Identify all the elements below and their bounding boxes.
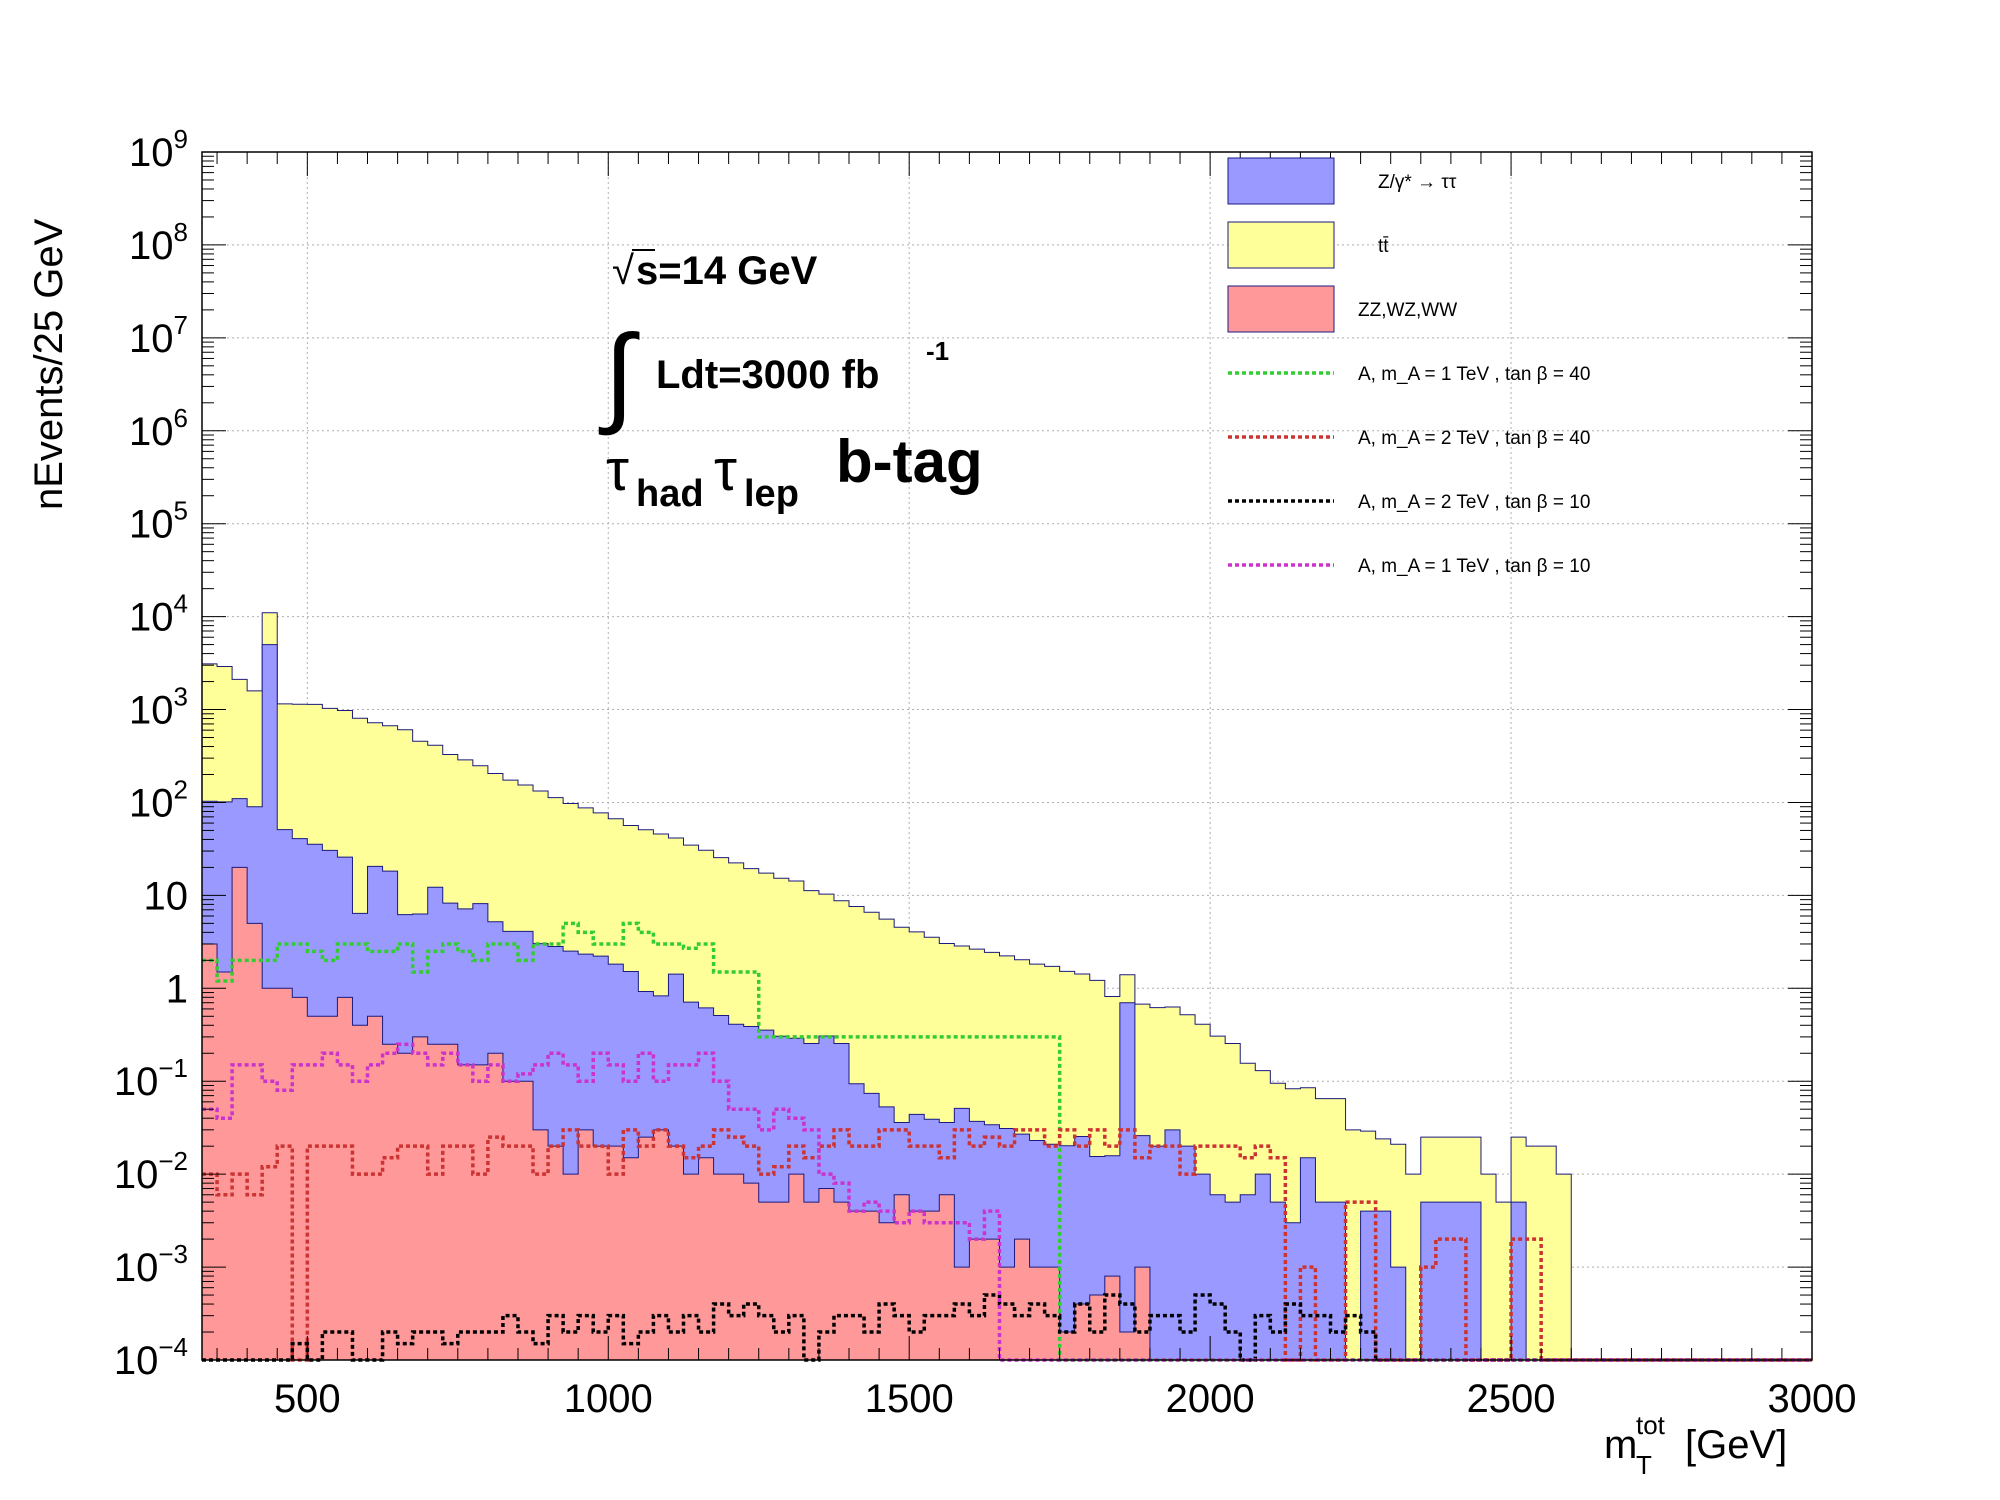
legend-label: Z/γ* → ττ xyxy=(1378,172,1457,193)
y-tick-label: 103 xyxy=(129,682,188,733)
axis-ticks xyxy=(202,152,1813,1361)
x-tick-labels: 500 1000 1500 2000 2500 3000 xyxy=(274,1377,1857,1421)
y-tick-label: 10−2 xyxy=(114,1146,188,1197)
overlay-series-3 xyxy=(202,1042,1812,1362)
legend-entry: A, m_A = 1 TeV , tan β = 10 xyxy=(1228,556,1590,577)
legend-label: A, m_A = 2 TeV , tan β = 10 xyxy=(1358,492,1590,513)
y-tick-label: 10 xyxy=(144,874,189,918)
legend-label: A, m_A = 1 TeV , tan β = 10 xyxy=(1358,556,1590,577)
y-tick-label: 10−1 xyxy=(114,1053,188,1104)
x-axis-title: m T tot [GeV] xyxy=(1604,1410,1787,1480)
legend-swatch xyxy=(1227,157,1335,205)
y-tick-labels: 10910810710610510410310210110−110−210−31… xyxy=(114,124,188,1383)
integral-sign: ∫ xyxy=(598,313,640,436)
svg-text:m: m xyxy=(1604,1423,1637,1467)
y-tick-label: 102 xyxy=(129,774,188,825)
legend-entry: A, m_A = 1 TeV , tan β = 40 xyxy=(1228,364,1590,385)
y-tick-label: 109 xyxy=(129,124,188,175)
tau-lep: τ xyxy=(714,438,737,503)
x-tick-label: 2500 xyxy=(1467,1377,1556,1421)
signal-overlays xyxy=(202,921,1812,1362)
legend-label: A, m_A = 2 TeV , tan β = 40 xyxy=(1358,428,1590,449)
category-label: b-tag xyxy=(836,428,983,495)
y-tick-label: 1 xyxy=(166,967,188,1011)
svg-text:tot: tot xyxy=(1636,1410,1666,1440)
legend-entry: ZZ,WZ,WW xyxy=(1227,285,1457,333)
svg-text:T: T xyxy=(1636,1450,1652,1480)
legend-entry: A, m_A = 2 TeV , tan β = 40 xyxy=(1228,428,1590,449)
tau-had-sub: had xyxy=(636,473,704,515)
legend-label: tt̄ xyxy=(1378,236,1389,257)
lumi-exponent: -1 xyxy=(926,336,949,366)
x-tick-label: 1500 xyxy=(865,1377,954,1421)
y-tick-label: 107 xyxy=(129,310,188,361)
legend-entry: Z/γ* → ττ xyxy=(1227,157,1457,205)
x-tick-label: 2000 xyxy=(1166,1377,1255,1421)
legend-swatch xyxy=(1227,221,1335,269)
x-tick-label: 1000 xyxy=(564,1377,653,1421)
overlay-series-2 xyxy=(202,1293,1812,1362)
overlay-series-0 xyxy=(202,921,1812,1362)
svg-text:[GeV]: [GeV] xyxy=(1685,1423,1787,1467)
y-tick-label: 108 xyxy=(129,217,188,268)
x-tick-label: 500 xyxy=(274,1377,341,1421)
sqrt-sign: √ xyxy=(612,249,634,293)
legend: Z/γ* → ττ tt̄ ZZ,WZ,WW A, m_A = 1 TeV , tan… xyxy=(1227,157,1590,577)
y-tick-label: 10−3 xyxy=(114,1239,188,1290)
y-axis-title: nEvents/25 GeV xyxy=(27,218,71,510)
energy-label: s=14 GeV xyxy=(636,249,818,293)
y-tick-label: 104 xyxy=(129,589,188,640)
overlay-series-1 xyxy=(202,1128,1812,1362)
legend-label: A, m_A = 1 TeV , tan β = 40 xyxy=(1358,364,1590,385)
annotation-block: √ s=14 GeV ∫ Ldt=3000 fb -1 τ had τ lep … xyxy=(598,249,983,515)
legend-swatch xyxy=(1227,285,1335,333)
y-tick-label: 106 xyxy=(129,403,188,454)
y-tick-label: 10−4 xyxy=(114,1332,188,1383)
y-tick-label: 105 xyxy=(129,496,188,547)
plot-frame xyxy=(201,151,1813,1361)
x-tick-label: 3000 xyxy=(1768,1377,1857,1421)
legend-label: ZZ,WZ,WW xyxy=(1358,300,1457,321)
lumi-label: Ldt=3000 fb xyxy=(656,353,879,397)
legend-entry: tt̄ xyxy=(1227,221,1389,269)
legend-entry: A, m_A = 2 TeV , tan β = 10 xyxy=(1228,492,1590,513)
tau-lep-sub: lep xyxy=(744,473,799,515)
stacked-histograms xyxy=(201,612,1812,1361)
tau-had: τ xyxy=(606,438,629,503)
